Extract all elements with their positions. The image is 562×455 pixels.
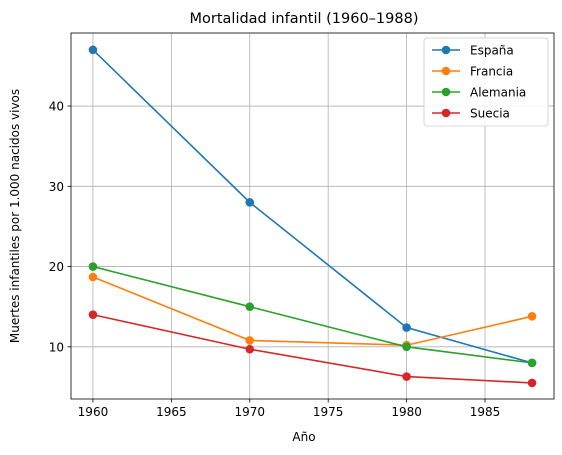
- legend-label: Francia: [470, 65, 513, 79]
- data-point: [88, 262, 98, 271]
- y-axis-ticks: 10 20 30 40: [49, 100, 71, 354]
- x-tick-label: 1960: [78, 405, 109, 419]
- legend-swatch-marker: [441, 87, 451, 97]
- y-tick-label: 20: [49, 260, 64, 274]
- chart-title: Mortalidad infantil (1960–1988): [190, 11, 419, 27]
- data-point: [88, 272, 98, 282]
- x-tick-label: 1970: [234, 405, 265, 419]
- data-point: [245, 198, 255, 207]
- legend-label: Alemania: [470, 86, 526, 100]
- legend-swatch-marker: [441, 66, 451, 76]
- legend-box: [423, 37, 549, 127]
- y-tick-label: 30: [49, 180, 64, 194]
- series-line-3: [92, 313, 533, 384]
- data-point: [88, 310, 98, 320]
- data-point: [527, 358, 537, 368]
- data-point: [402, 323, 411, 332]
- data-point: [245, 302, 255, 311]
- x-axis-label: Año: [292, 430, 315, 444]
- data-point: [527, 378, 537, 388]
- legend: España Francia Alemania Suecia: [423, 37, 549, 127]
- y-tick-label: 10: [49, 340, 64, 354]
- legend-label: España: [470, 44, 514, 58]
- legend-swatch-marker: [441, 45, 451, 55]
- data-point: [245, 344, 255, 354]
- series-line-1: [92, 276, 533, 347]
- data-point: [245, 336, 255, 345]
- y-tick-label: 40: [49, 100, 64, 114]
- data-point: [402, 372, 411, 381]
- data-point: [402, 342, 411, 352]
- series-group: [88, 45, 537, 388]
- x-axis-ticks: 1960 1965 1970 1975 1980 1985: [78, 399, 501, 419]
- data-point: [88, 45, 98, 55]
- x-tick-label: 1980: [391, 405, 422, 419]
- plot-frame: [70, 32, 555, 400]
- series-line-2: [92, 265, 533, 364]
- series-line-0: [92, 49, 533, 364]
- data-point: [527, 312, 537, 321]
- x-tick-label: 1965: [156, 405, 187, 419]
- x-tick-label: 1985: [470, 405, 501, 419]
- legend-label: Suecia: [470, 107, 510, 121]
- x-tick-label: 1975: [313, 405, 344, 419]
- legend-swatch-marker: [441, 108, 451, 118]
- y-axis-label: Muertes infantiles por 1.000 nacidos viv…: [8, 89, 22, 343]
